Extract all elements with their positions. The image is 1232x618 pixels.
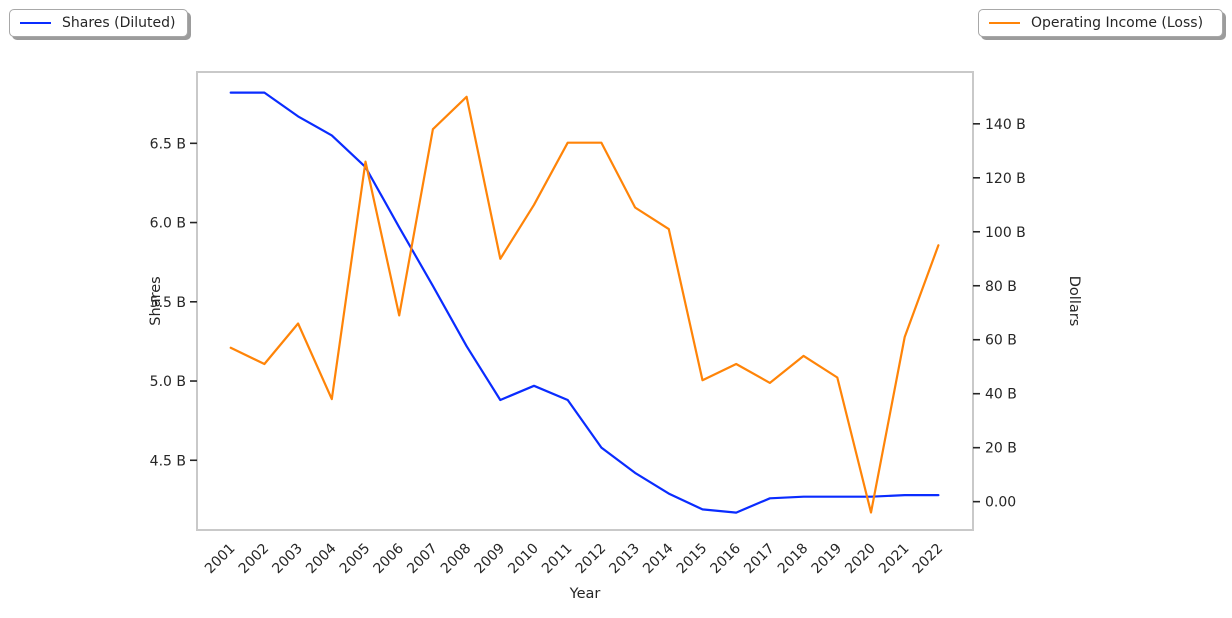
- year-tick-label: 2015: [674, 541, 711, 578]
- shares-legend-line-icon: [20, 22, 51, 24]
- legend-shares: Shares (Diluted): [9, 9, 188, 37]
- year-tick-label: 2004: [303, 540, 340, 577]
- legend-operating-income: Operating Income (Loss): [978, 9, 1223, 37]
- year-tick-label: 2012: [573, 541, 610, 578]
- left-axis-tick-label: 5.5 B: [150, 295, 186, 311]
- left-axis-tick-label: 4.5 B: [150, 453, 186, 469]
- left-axis-tick-label: 6.0 B: [150, 216, 186, 232]
- right-axis-tick-label: 80 B: [985, 279, 1017, 295]
- right-axis-title: Dollars: [1066, 276, 1082, 327]
- year-tick-label: 2003: [269, 541, 306, 578]
- right-axis-tick-label: 100 B: [985, 225, 1026, 241]
- year-tick-label: 2011: [539, 541, 576, 578]
- year-tick-label: 2002: [236, 541, 273, 578]
- year-tick-label: 2020: [842, 541, 879, 578]
- year-tick-label: 2001: [202, 541, 239, 578]
- year-tick-label: 2006: [371, 540, 408, 577]
- year-tick-label: 2017: [741, 541, 778, 578]
- year-tick-label: 2010: [505, 541, 542, 578]
- year-tick-label: 2019: [809, 541, 846, 578]
- left-axis-tick-label: 5.0 B: [150, 374, 186, 390]
- year-tick-label: 2009: [472, 541, 509, 578]
- plot-border: [196, 71, 974, 531]
- year-tick-label: 2021: [876, 541, 913, 578]
- year-tick-label: 2022: [910, 541, 947, 578]
- year-tick-label: 2008: [438, 541, 475, 578]
- shares-line: [229, 91, 940, 514]
- left-axis-tick-label: 6.5 B: [150, 136, 186, 152]
- right-axis-tick-label: 140 B: [985, 117, 1026, 133]
- year-tick-label: 2018: [775, 541, 812, 578]
- right-axis-tick-label: 60 B: [985, 333, 1017, 349]
- year-tick-label: 2005: [337, 541, 374, 578]
- right-axis-tick-label: 0.00: [985, 495, 1016, 511]
- operating-income-line: [229, 95, 940, 514]
- year-tick-label: 2007: [404, 541, 441, 578]
- year-tick-label: 2013: [606, 541, 643, 578]
- operating-income-legend-line-icon: [989, 22, 1020, 24]
- right-axis-tick-label: 40 B: [985, 387, 1017, 403]
- x-axis-title: Year: [569, 586, 601, 602]
- operating-income-legend-label: Operating Income (Loss): [1031, 15, 1204, 31]
- right-axis-tick-label: 120 B: [985, 171, 1026, 187]
- left-axis-title: Shares: [148, 276, 164, 325]
- year-tick-label: 2014: [640, 540, 677, 577]
- year-tick-label: 2016: [708, 540, 745, 577]
- shares-legend-label: Shares (Diluted): [62, 15, 176, 31]
- right-axis-tick-label: 20 B: [985, 441, 1017, 457]
